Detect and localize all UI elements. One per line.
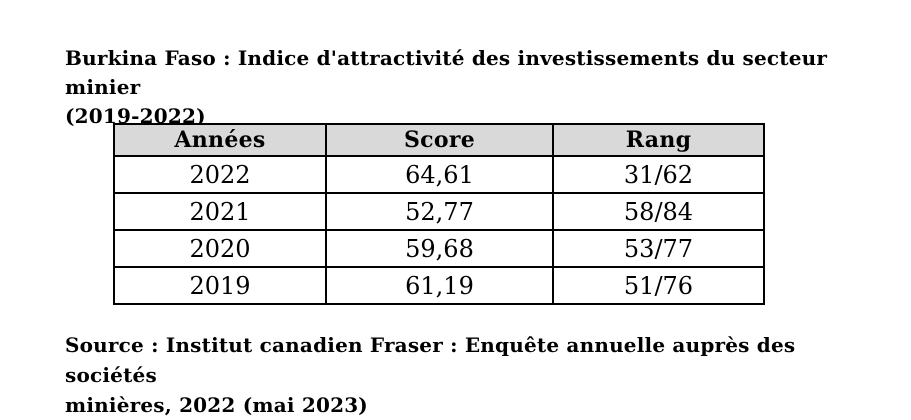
source-note: Source : Institut canadien Fraser : Enqu… [65, 330, 885, 420]
cell-year: 2020 [113, 229, 327, 268]
source-line-1: Source : Institut canadien Fraser : Enqu… [65, 333, 796, 387]
cell-score: 59,68 [325, 229, 554, 268]
column-header-score: Score [325, 123, 554, 157]
cell-year: 2021 [113, 192, 327, 231]
source-line-2: minières, 2022 (mai 2023) [65, 393, 368, 417]
cell-rank: 58/84 [552, 192, 765, 231]
table-header-row: Années Score Rang [113, 123, 765, 157]
cell-rank: 31/62 [552, 155, 765, 194]
table-row-2020: 2020 59,68 53/77 [113, 229, 765, 268]
cell-score: 61,19 [325, 266, 554, 305]
cell-year: 2022 [113, 155, 327, 194]
column-header-annees: Années [113, 123, 327, 157]
table-row-2019: 2019 61,19 51/76 [113, 266, 765, 305]
document-title: Burkina Faso : Indice d'attractivité des… [65, 44, 885, 131]
cell-year: 2019 [113, 266, 327, 305]
table-row-2022: 2022 64,61 31/62 [113, 155, 765, 194]
table-row-2021: 2021 52,77 58/84 [113, 192, 765, 231]
cell-rank: 53/77 [552, 229, 765, 268]
attractiveness-index-table: Années Score Rang 2022 64,61 31/62 2021 … [113, 123, 765, 305]
cell-score: 64,61 [325, 155, 554, 194]
title-line-1: Burkina Faso : Indice d'attractivité des… [65, 46, 828, 99]
column-header-rang: Rang [552, 123, 765, 157]
cell-score: 52,77 [325, 192, 554, 231]
cell-rank: 51/76 [552, 266, 765, 305]
